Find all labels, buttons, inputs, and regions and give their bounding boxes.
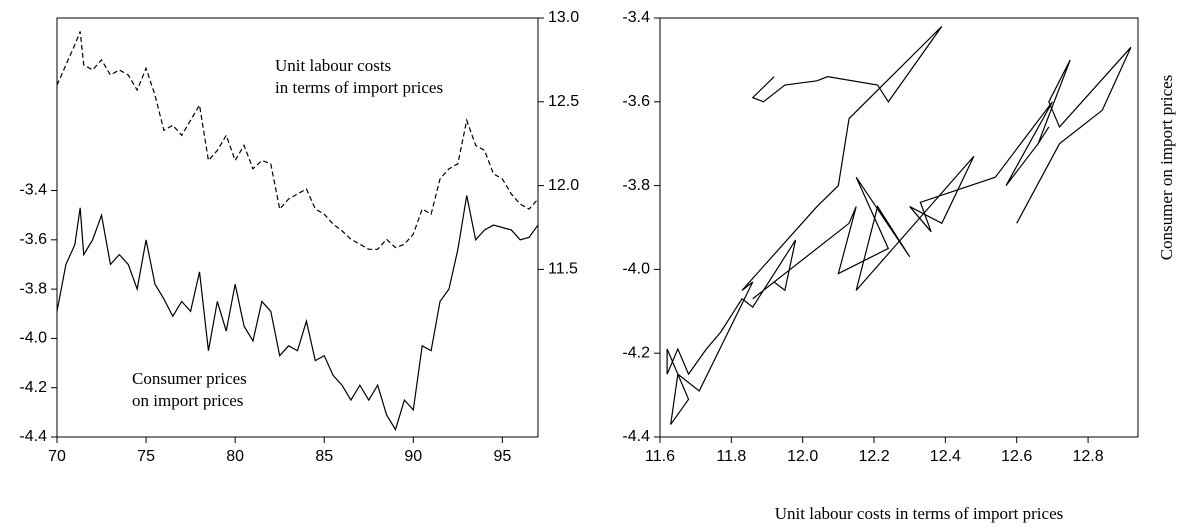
x-tick-label: 12.8 xyxy=(1072,448,1103,465)
annotation: Consumer prices xyxy=(132,369,247,388)
x-axis-label: Unit labour costs in terms of import pri… xyxy=(775,504,1063,523)
series-line xyxy=(56,195,539,432)
x-tick-label: 12.6 xyxy=(1001,448,1032,465)
y-tick-label: -3.4 xyxy=(622,9,650,26)
plot-frame xyxy=(659,17,1139,438)
connected-scatter-line xyxy=(666,25,1132,425)
y-tick-label: -3.6 xyxy=(622,93,650,110)
y-tick-label: -3.8 xyxy=(622,177,650,194)
x-tick-label: 11.8 xyxy=(716,448,746,465)
x-tick-label: 12.2 xyxy=(858,448,889,465)
x-tick-label: 80 xyxy=(226,448,244,465)
y-tick-label: -4.4 xyxy=(622,428,650,445)
series-line xyxy=(56,31,539,250)
x-tick-label: 12.0 xyxy=(787,448,818,465)
x-tick-label: 11.6 xyxy=(645,448,675,465)
plot-frame xyxy=(56,17,539,438)
y-tick-label: -4.4 xyxy=(19,428,47,445)
y-tick-label: -4.2 xyxy=(622,344,650,361)
y-tick-label: -4.0 xyxy=(19,330,47,347)
y-tick-label: -3.4 xyxy=(19,182,47,199)
y2-tick-label: 12.5 xyxy=(548,93,579,110)
annotation: in terms of import prices xyxy=(275,78,443,97)
x-tick-label: 90 xyxy=(404,448,422,465)
x-tick-label: 85 xyxy=(315,448,333,465)
y2-tick-label: 12.0 xyxy=(548,177,579,194)
annotation: Unit labour costs xyxy=(275,56,391,75)
x-tick-label: 95 xyxy=(493,448,511,465)
x-tick-label: 12.4 xyxy=(930,448,961,465)
y-tick-label: -4.2 xyxy=(19,379,47,396)
y-axis-label: Consumer on import prices xyxy=(1157,75,1176,261)
annotation: on import prices xyxy=(132,391,243,410)
y-tick-label: -3.8 xyxy=(19,280,47,297)
x-tick-label: 75 xyxy=(137,448,155,465)
x-tick-label: 70 xyxy=(48,448,66,465)
y2-tick-label: 11.5 xyxy=(548,261,578,278)
y2-tick-label: 13.0 xyxy=(548,9,579,26)
y-tick-label: -4.0 xyxy=(622,261,650,278)
y-tick-label: -3.6 xyxy=(19,231,47,248)
